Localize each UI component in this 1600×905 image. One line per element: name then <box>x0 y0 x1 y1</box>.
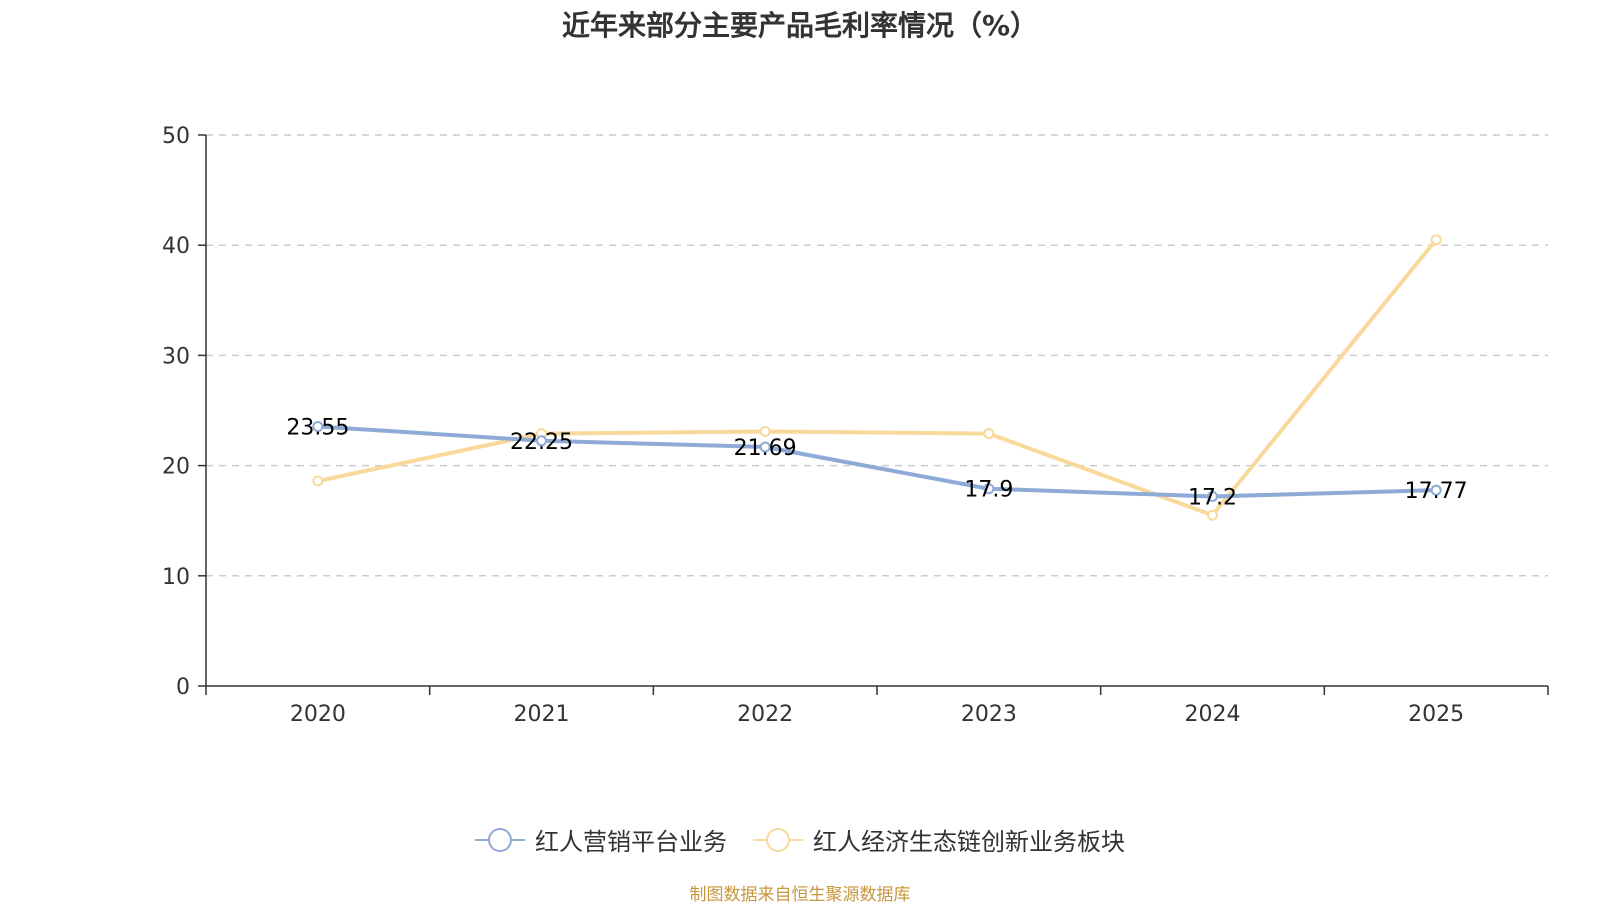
data-point[interactable] <box>536 435 547 447</box>
data-point[interactable] <box>759 425 771 437</box>
data-label: 22.25 <box>510 430 573 455</box>
series-lines <box>312 234 1442 521</box>
legend-label: 红人营销平台业务 <box>535 828 727 856</box>
y-tick-label: 10 <box>162 565 190 590</box>
x-tick-label: 2020 <box>290 702 346 727</box>
y-tick-label: 50 <box>162 124 190 149</box>
x-tick-label: 2023 <box>961 702 1017 727</box>
data-point[interactable] <box>1207 509 1218 521</box>
legend-label: 红人经济生态链创新业务板块 <box>813 828 1125 856</box>
x-tick-label: 2022 <box>737 702 793 727</box>
chart-title: 近年来部分主要产品毛利率情况（%） <box>561 9 1039 42</box>
source-note: 制图数据来自恒生聚源数据库 <box>689 885 911 905</box>
data-point[interactable] <box>1430 484 1442 496</box>
data-point[interactable] <box>983 428 995 440</box>
legend-marker-icon <box>475 827 525 852</box>
data-labels: 23.55 22.25 21.69 17.9 17.2 17.77 <box>286 415 1467 510</box>
data-label: 17.2 <box>1188 485 1237 510</box>
legend-marker-icon <box>753 827 803 852</box>
x-tick-label: 2021 <box>514 702 570 727</box>
x-tick-label: 2025 <box>1408 702 1464 727</box>
legend-circle <box>488 827 512 852</box>
data-label: 21.69 <box>734 436 797 461</box>
gridlines <box>206 134 1548 577</box>
axes: 0 10 20 30 40 50 2020 2021 2022 2023 2024 2025 <box>162 124 1549 727</box>
data-point[interactable] <box>1207 490 1218 502</box>
x-tick-label: 2024 <box>1185 702 1241 727</box>
legend: 红人营销平台业务 红人经济生态链创新业务板块 <box>0 822 1600 857</box>
y-tick-label: 0 <box>176 675 190 700</box>
data-label: 17.9 <box>964 478 1013 503</box>
legend-item-series-1[interactable]: 红人营销平台业务 <box>475 822 727 857</box>
y-tick-label: 20 <box>162 455 190 480</box>
y-tick-label: 40 <box>162 234 190 259</box>
series-line-2 <box>317 238 1438 518</box>
data-label: 23.55 <box>286 415 349 440</box>
data-label: 17.77 <box>1405 479 1468 504</box>
data-point[interactable] <box>1430 234 1442 246</box>
legend-circle <box>766 827 790 852</box>
y-tick-label: 30 <box>162 344 190 369</box>
data-point[interactable] <box>759 441 771 453</box>
data-point[interactable] <box>312 475 324 487</box>
data-point[interactable] <box>983 483 995 495</box>
legend-item-series-2[interactable]: 红人经济生态链创新业务板块 <box>753 822 1125 857</box>
data-point[interactable] <box>312 420 324 432</box>
series-line-1 <box>317 424 1437 499</box>
